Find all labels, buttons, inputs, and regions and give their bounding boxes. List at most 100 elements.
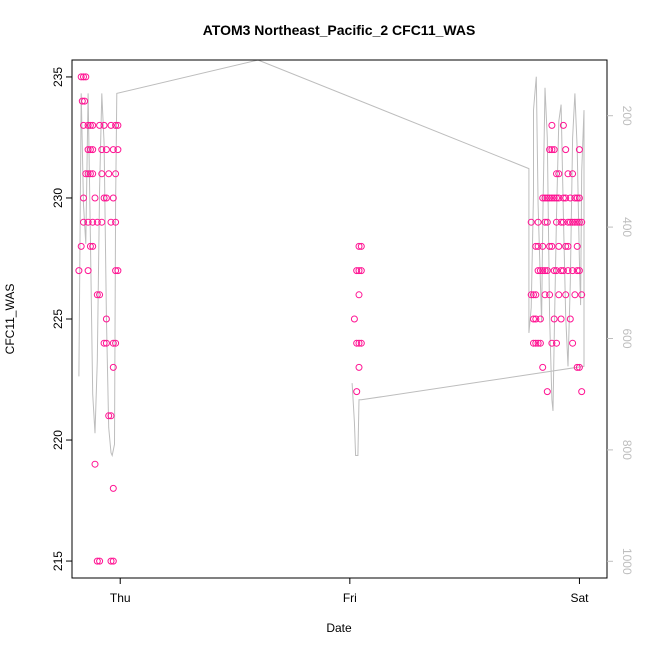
data-point	[112, 170, 120, 178]
data-point	[557, 267, 565, 275]
data-point	[109, 339, 117, 347]
y-tick-label: 225	[51, 309, 65, 329]
data-point	[566, 194, 574, 202]
data-point	[559, 218, 567, 226]
data-point	[550, 194, 558, 202]
y-tick-label: 220	[51, 430, 65, 450]
plot-frame	[71, 59, 608, 579]
data-point	[84, 146, 92, 154]
data-point	[543, 218, 551, 226]
data-point	[532, 315, 540, 323]
y-axis-left: 215 220 225 230 235	[51, 67, 72, 571]
data-point	[530, 315, 537, 323]
data-point	[575, 194, 583, 202]
data-point	[555, 170, 563, 178]
data-point	[575, 218, 583, 226]
data-point	[546, 146, 554, 154]
data-point	[98, 146, 106, 154]
y-tick-label: 230	[51, 188, 65, 208]
data-point	[541, 291, 549, 299]
data-point	[566, 315, 574, 323]
data-point	[86, 146, 94, 154]
data-point	[100, 121, 108, 129]
data-point	[89, 218, 97, 226]
data-point	[564, 170, 572, 178]
data-point	[89, 242, 97, 250]
data-point	[562, 291, 570, 299]
data-point	[548, 194, 556, 202]
data-point	[564, 242, 572, 250]
data-point	[573, 267, 581, 275]
data-point	[107, 557, 115, 565]
data-point	[578, 388, 586, 396]
data-point	[100, 194, 108, 202]
data-point	[357, 339, 365, 347]
x-axis: Thu Fri Sat	[110, 578, 589, 605]
x-axis-label: Date	[326, 621, 352, 635]
data-point	[571, 194, 579, 202]
data-point	[82, 170, 90, 178]
data-point	[550, 146, 558, 154]
data-point	[105, 170, 113, 178]
data-point	[355, 242, 363, 250]
data-point	[91, 460, 99, 468]
data-point	[527, 291, 535, 299]
data-point	[89, 146, 97, 154]
data-point	[102, 315, 110, 323]
data-point	[84, 218, 92, 226]
data-point	[86, 242, 94, 250]
data-point	[575, 146, 583, 154]
data-point	[109, 484, 117, 492]
data-point	[86, 121, 94, 129]
data-point	[532, 242, 540, 250]
data-point	[355, 339, 363, 347]
data-point	[562, 194, 570, 202]
data-point	[91, 194, 99, 202]
data-point	[114, 267, 122, 275]
data-point	[107, 121, 115, 129]
data-point	[559, 194, 567, 202]
y-tick-label: 235	[51, 67, 65, 87]
data-point	[543, 194, 551, 202]
y2-tick-label: 200	[620, 106, 634, 126]
data-point	[107, 412, 115, 420]
data-point	[80, 121, 87, 129]
data-point	[553, 170, 560, 178]
data-point	[114, 121, 122, 129]
data-point	[546, 291, 554, 299]
data-point	[553, 339, 560, 347]
data-point	[534, 267, 542, 275]
data-point	[553, 218, 560, 226]
data-point	[75, 267, 83, 275]
data-point	[84, 267, 92, 275]
data-point	[559, 121, 567, 129]
data-point	[569, 218, 577, 226]
data-point	[564, 218, 572, 226]
data-point	[571, 291, 579, 299]
data-point	[578, 291, 586, 299]
data-point	[541, 218, 549, 226]
data-point	[548, 242, 556, 250]
data-point	[578, 218, 586, 226]
data-point	[553, 194, 560, 202]
y2-tick-label: 600	[620, 328, 634, 348]
data-point	[557, 218, 565, 226]
chart-title: ATOM3 Northeast_Pacific_2 CFC11_WAS	[203, 22, 476, 38]
data-point	[93, 557, 101, 565]
data-point	[569, 267, 577, 275]
data-point	[532, 339, 540, 347]
data-point	[536, 267, 544, 275]
data-point	[573, 194, 581, 202]
data-point	[89, 170, 97, 178]
y-tick-label: 215	[51, 551, 65, 571]
data-point	[353, 388, 361, 396]
data-point	[569, 339, 577, 347]
data-point	[96, 557, 104, 565]
data-point	[109, 194, 117, 202]
data-point	[543, 267, 551, 275]
data-point	[100, 339, 108, 347]
data-point	[541, 194, 549, 202]
data-point	[355, 267, 363, 275]
y2-tick-label: 1000	[620, 548, 634, 575]
data-point	[357, 267, 365, 275]
